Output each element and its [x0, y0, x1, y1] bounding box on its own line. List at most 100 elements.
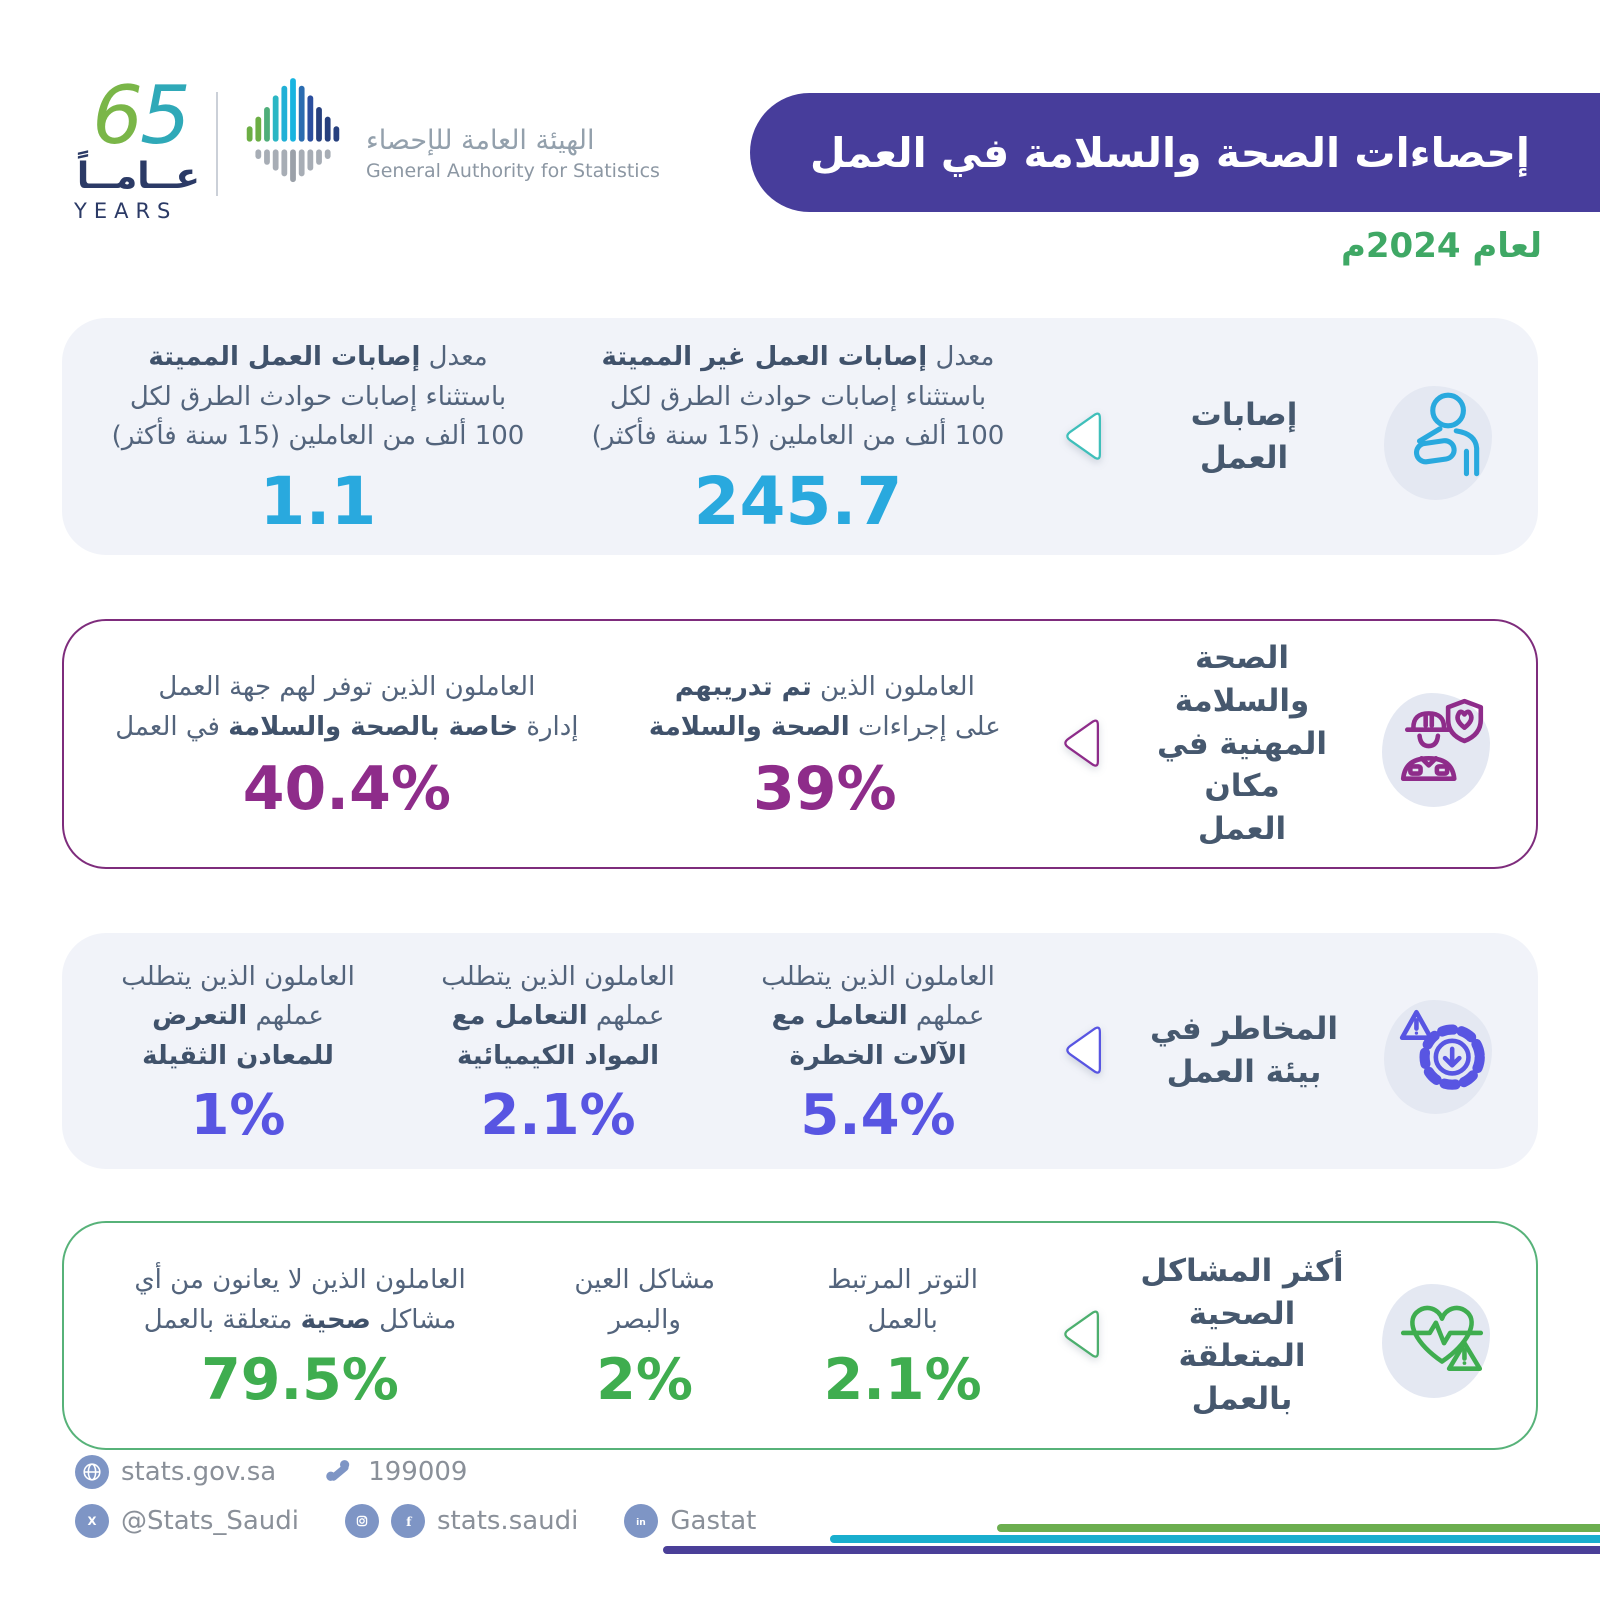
social-handle-text: stats.saudi [437, 1506, 579, 1536]
stat-line: على إجراءات الصحة والسلامة [648, 711, 1001, 742]
stat-line: عملهم التعرض [152, 1001, 324, 1032]
website-text: stats.gov.sa [121, 1457, 277, 1487]
chevron-left-icon [1064, 1310, 1099, 1359]
x-link[interactable]: X @Stats_Saudi [75, 1504, 299, 1538]
stat-value: 2% [596, 1347, 694, 1414]
stat-dangerous-machines: العاملون الذين يتطلب عملهم التعامل مع ال… [761, 958, 995, 1145]
chevron-left-icon [1066, 1026, 1101, 1074]
stat-line: العاملون الذين لا يعانون من أي [134, 1265, 466, 1296]
stats-group: معدل إصابات العمل غير المميتة باستثناء إ… [72, 338, 1044, 535]
worker-shield-heart-icon [1400, 698, 1484, 781]
stat-value: 39% [753, 754, 897, 825]
stat-line: باستثناء إصابات حوادث الطرق لكل [609, 381, 987, 412]
stat-value: 2.1% [823, 1347, 982, 1414]
instagram-facebook-link[interactable]: f stats.saudi [345, 1504, 578, 1538]
stats-group: التوتر المرتبط بالعمل 2.1% مشاكل العين و… [74, 1261, 1042, 1409]
category-arrow [1044, 1018, 1128, 1084]
stat-cards: إصابات العمل معدل إصابات العمل غير الممي… [62, 318, 1538, 1450]
gastat-logo: الهيئة العامة للإحصاء General Authority … [240, 70, 660, 196]
digit-5: 5 [140, 69, 191, 162]
category-line: المهنية في مكان [1156, 725, 1328, 805]
phone-text: 199009 [368, 1457, 468, 1487]
stat-line: 100 ألف من العاملين (15 سنة فأكثر) [111, 421, 525, 452]
website-link[interactable]: stats.gov.sa [75, 1455, 276, 1489]
category-arrow [1042, 1302, 1126, 1368]
phone-number[interactable]: 199009 [322, 1455, 467, 1489]
category-label: إصابات العمل [1128, 394, 1360, 480]
stat-line: بالعمل [867, 1304, 938, 1335]
stat-line: الآلات الخطرة [789, 1040, 967, 1071]
stat-line: التوتر المرتبط [827, 1265, 978, 1296]
stat-line: إدارة خاصة بالصحة والسلامة في العمل [115, 711, 579, 742]
category-label: المخاطر في بيئة العمل [1128, 1008, 1360, 1094]
logo-divider [216, 92, 218, 196]
injured-worker-icon [1413, 392, 1480, 476]
stat-trained-workers: العاملون الذين تم تدريبهم على إجراءات ال… [649, 668, 1001, 819]
category-line: العمل [1197, 811, 1287, 848]
decorative-line-purple [663, 1546, 1600, 1554]
category-line: إصابات [1190, 396, 1298, 433]
chevron-left-icon [1064, 719, 1099, 767]
stat-value: 40.4% [242, 754, 451, 825]
icon-blob [1382, 1284, 1490, 1399]
stat-heavy-metals: العاملون الذين يتطلب عملهم التعرض للمعاد… [121, 958, 355, 1145]
anniversary-number: 65 [70, 76, 210, 156]
stat-line: والبصر [608, 1304, 681, 1335]
category-line: بالعمل [1191, 1381, 1293, 1418]
linkedin-link[interactable]: in Gastat [624, 1504, 756, 1538]
anniversary-english: YEARS [74, 199, 178, 223]
stat-line: عملهم التعامل مع [451, 1001, 665, 1032]
svg-text:f: f [406, 1514, 413, 1529]
linkedin-text: Gastat [670, 1506, 757, 1536]
stat-value: 245.7 [693, 462, 903, 540]
digit-6: 6 [92, 69, 143, 162]
category-line: العمل [1199, 439, 1289, 476]
contact-footer: stats.gov.sa 199009 X @Stats_Saudi [75, 1455, 756, 1538]
stat-line: العاملون الذين يتطلب [121, 961, 355, 992]
x-icon: X [75, 1504, 109, 1538]
stat-value: 1.1 [259, 462, 377, 540]
card-work-environment-hazards: المخاطر في بيئة العمل العاملون الذين يتط… [62, 932, 1538, 1169]
stat-line: للمعادن الثقيلة [142, 1040, 334, 1071]
card-occupational-health-safety: الصحة والسلامة المهنية في مكان العمل الع… [62, 619, 1538, 869]
stat-line: معدل إصابات العمل غير المميتة [601, 342, 995, 373]
category-label: أكثر المشاكل الصحية المتعلقة بالعمل [1126, 1250, 1358, 1421]
card-icon-area [1358, 692, 1526, 807]
stat-fatal-injury-rate: معدل إصابات العمل المميتة باستثناء إصابا… [112, 338, 525, 535]
stat-line: معدل إصابات العمل المميتة [148, 342, 488, 373]
authority-name-arabic: الهيئة العامة للإحصاء [366, 125, 595, 156]
year-label: لعام 2024م [1340, 226, 1542, 266]
stat-value: 5.4% [800, 1083, 956, 1149]
category-label: الصحة والسلامة المهنية في مكان العمل [1126, 637, 1358, 851]
card-icon-area [1358, 1284, 1526, 1399]
category-arrow [1044, 404, 1128, 470]
card-work-injuries: إصابات العمل معدل إصابات العمل غير الممي… [62, 318, 1538, 555]
category-line: أكثر المشاكل [1140, 1252, 1344, 1289]
instagram-icon [345, 1504, 380, 1538]
heart-pulse-warning-icon [1400, 1306, 1484, 1372]
gastat-logo-mark [246, 78, 340, 183]
stat-line: العاملون الذين تم تدريبهم [674, 672, 975, 703]
category-arrow [1042, 711, 1126, 777]
page-title: إحصاءات الصحة والسلامة في العمل [809, 128, 1530, 177]
svg-text:X: X [88, 1514, 97, 1528]
category-line: المخاطر في [1150, 1011, 1338, 1048]
stat-line: المواد الكيميائية [456, 1040, 660, 1071]
chevron-left-icon [1066, 412, 1101, 460]
anniversary-logo: 65 عــامــاً YEARS [70, 76, 210, 224]
svg-text:in: in [637, 1517, 647, 1528]
card-icon-area [1360, 385, 1528, 500]
stat-no-health-problems: العاملون الذين لا يعانون من أي مشاكل صحي… [134, 1261, 465, 1409]
authority-name-english: General Authority for Statistics [366, 160, 660, 182]
card-icon-area [1360, 999, 1528, 1114]
stat-value: 1% [190, 1083, 286, 1149]
category-line: بيئة العمل [1166, 1053, 1322, 1090]
stat-value: 79.5% [201, 1347, 399, 1414]
stat-nonfatal-injury-rate: معدل إصابات العمل غير المميتة باستثناء إ… [592, 338, 1005, 535]
linkedin-icon: in [624, 1504, 659, 1538]
stat-safety-department: العاملون الذين توفر لهم جهة العمل إدارة … [115, 668, 578, 819]
stat-line: 100 ألف من العاملين (15 سنة فأكثر) [591, 421, 1005, 452]
category-line: الصحة والسلامة [1174, 640, 1310, 719]
phone-icon [322, 1455, 356, 1489]
